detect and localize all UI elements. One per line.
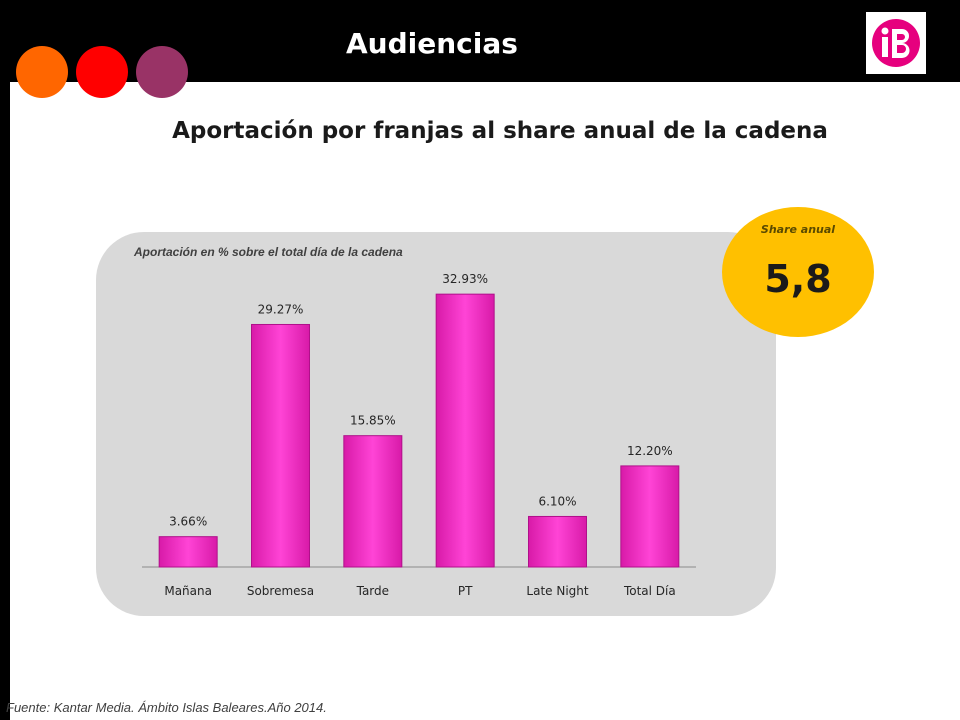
bar-2 (343, 435, 403, 568)
decor-dot-purple (136, 46, 188, 98)
page-title: Audiencias (346, 27, 518, 60)
data-label-5: 12.20% (627, 444, 673, 458)
data-label-0: 3.66% (169, 515, 207, 529)
x-tick-label-5: Total Día (623, 584, 676, 598)
data-label-4: 6.10% (538, 494, 576, 508)
data-label-2: 15.85% (350, 414, 396, 428)
decor-dot-red (76, 46, 128, 98)
x-tick-label-3: PT (458, 584, 473, 598)
source-note: Fuente: Kantar Media. Ámbito Islas Balea… (6, 700, 327, 715)
share-label: Share anual (760, 223, 836, 236)
share-badge: Share anual 5,8 (722, 207, 874, 337)
ib3-logo-icon (872, 19, 920, 67)
x-tick-label-1: Sobremesa (247, 584, 314, 598)
bar-5 (620, 465, 680, 568)
ib3-logo (866, 12, 926, 74)
share-value: 5,8 (764, 257, 832, 301)
bar-3 (435, 293, 495, 568)
decor-dot-orange (16, 46, 68, 98)
x-tick-label-4: Late Night (526, 584, 588, 598)
chart-title: Aportación en % sobre el total día de la… (134, 245, 403, 259)
chart-subtitle: Aportación por franjas al share anual de… (172, 118, 828, 144)
data-label-1: 29.27% (258, 302, 304, 316)
bar-4 (528, 515, 587, 568)
data-label-3: 32.93% (442, 272, 488, 286)
bar-1 (251, 323, 310, 568)
x-tick-label-2: Tarde (356, 584, 389, 598)
left-edge-stripe (0, 0, 10, 720)
x-tick-label-0: Mañana (164, 584, 212, 598)
bar-0 (158, 536, 218, 568)
